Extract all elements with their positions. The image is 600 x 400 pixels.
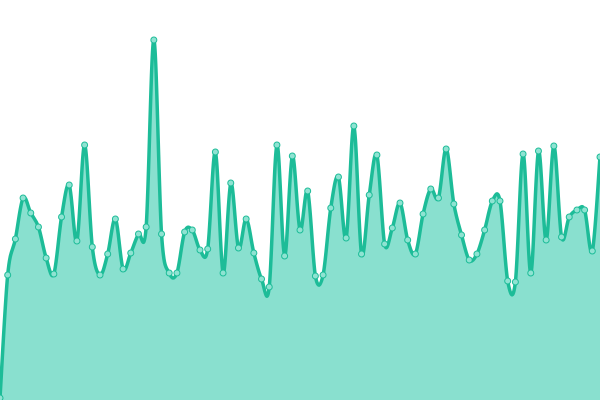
data-point-70 bbox=[534, 147, 542, 155]
data-point-21 bbox=[158, 230, 166, 238]
data-point-2 bbox=[11, 235, 19, 243]
data-point-50 bbox=[381, 240, 389, 248]
data-point-61 bbox=[465, 256, 473, 264]
data-point-25 bbox=[188, 226, 196, 234]
data-point-62 bbox=[473, 250, 481, 258]
data-point-9 bbox=[65, 181, 73, 189]
data-point-65 bbox=[496, 197, 504, 205]
data-point-10 bbox=[73, 237, 81, 245]
data-point-4 bbox=[27, 209, 35, 217]
data-point-23 bbox=[173, 269, 181, 277]
data-point-72 bbox=[550, 142, 558, 150]
data-point-48 bbox=[365, 191, 373, 199]
data-point-3 bbox=[19, 194, 27, 202]
data-point-52 bbox=[396, 199, 404, 207]
data-point-59 bbox=[450, 200, 458, 208]
data-point-77 bbox=[588, 247, 596, 255]
data-point-36 bbox=[273, 141, 281, 149]
data-point-13 bbox=[96, 271, 104, 279]
data-point-71 bbox=[542, 236, 550, 244]
data-point-37 bbox=[281, 252, 289, 260]
data-point-40 bbox=[304, 187, 312, 195]
data-point-55 bbox=[419, 210, 427, 218]
data-point-24 bbox=[181, 228, 189, 236]
data-point-68 bbox=[519, 150, 527, 158]
data-point-27 bbox=[204, 245, 212, 253]
data-point-43 bbox=[327, 204, 335, 212]
data-point-51 bbox=[388, 224, 396, 232]
data-point-14 bbox=[104, 250, 112, 258]
data-point-39 bbox=[296, 226, 304, 234]
data-point-54 bbox=[411, 250, 419, 258]
data-point-56 bbox=[427, 185, 435, 193]
data-point-74 bbox=[565, 213, 573, 221]
data-point-64 bbox=[488, 197, 496, 205]
data-point-33 bbox=[250, 249, 258, 257]
data-point-11 bbox=[81, 141, 89, 149]
data-point-20 bbox=[150, 36, 158, 44]
data-point-58 bbox=[442, 145, 450, 153]
data-point-44 bbox=[334, 173, 342, 181]
data-point-75 bbox=[573, 206, 581, 214]
data-point-28 bbox=[211, 148, 219, 156]
data-points bbox=[0, 36, 600, 400]
data-point-19 bbox=[142, 223, 150, 231]
data-point-69 bbox=[527, 269, 535, 277]
data-point-8 bbox=[58, 213, 66, 221]
data-point-66 bbox=[504, 277, 512, 285]
data-point-35 bbox=[265, 283, 273, 291]
data-point-63 bbox=[481, 226, 489, 234]
data-point-17 bbox=[127, 249, 135, 257]
data-point-38 bbox=[288, 152, 296, 160]
data-point-30 bbox=[227, 179, 235, 187]
data-point-41 bbox=[311, 272, 319, 280]
data-point-47 bbox=[358, 250, 366, 258]
data-point-49 bbox=[373, 151, 381, 159]
data-point-15 bbox=[111, 215, 119, 223]
data-point-78 bbox=[596, 153, 600, 161]
data-point-22 bbox=[165, 269, 173, 277]
data-point-32 bbox=[242, 215, 250, 223]
data-point-53 bbox=[404, 236, 412, 244]
data-point-6 bbox=[42, 254, 50, 262]
data-point-18 bbox=[134, 230, 142, 238]
data-point-1 bbox=[4, 271, 12, 279]
data-point-57 bbox=[434, 194, 442, 202]
data-point-29 bbox=[219, 269, 227, 277]
data-point-73 bbox=[558, 233, 566, 241]
data-point-34 bbox=[258, 275, 266, 283]
data-point-46 bbox=[350, 122, 358, 130]
data-point-26 bbox=[196, 246, 204, 254]
data-point-76 bbox=[581, 206, 589, 214]
data-point-12 bbox=[88, 243, 96, 251]
data-point-0 bbox=[0, 394, 4, 400]
data-point-60 bbox=[458, 231, 466, 239]
data-point-45 bbox=[342, 234, 350, 242]
data-point-42 bbox=[319, 271, 327, 279]
data-point-7 bbox=[50, 270, 58, 278]
data-point-16 bbox=[119, 265, 127, 273]
data-point-67 bbox=[511, 278, 519, 286]
data-point-5 bbox=[34, 223, 42, 231]
data-point-31 bbox=[234, 244, 242, 252]
